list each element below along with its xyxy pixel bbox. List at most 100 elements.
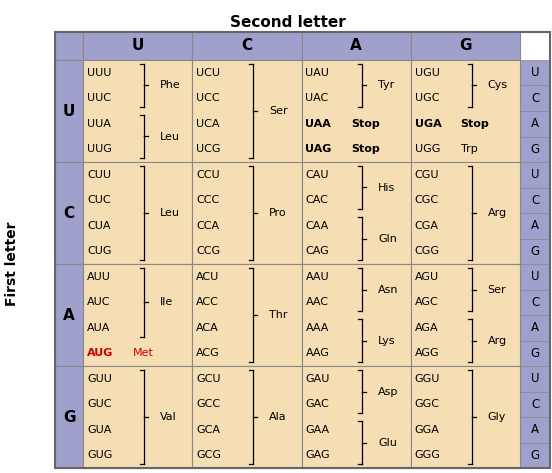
Text: U: U — [131, 38, 144, 53]
Bar — [411, 32, 520, 60]
Bar — [520, 264, 550, 289]
Text: CAA: CAA — [305, 221, 329, 231]
Text: Arg: Arg — [487, 335, 507, 345]
Text: UCU: UCU — [197, 68, 220, 78]
Text: U: U — [531, 66, 539, 79]
Text: Ser: Ser — [487, 284, 506, 295]
Text: AAG: AAG — [305, 348, 330, 358]
Bar — [520, 137, 550, 162]
Bar — [520, 315, 550, 341]
Text: CCC: CCC — [197, 195, 220, 205]
Text: G: G — [459, 38, 471, 53]
Text: UAG: UAG — [305, 144, 332, 154]
Text: Ile: Ile — [160, 297, 173, 307]
Text: GCA: GCA — [197, 425, 220, 435]
Text: AGG: AGG — [415, 348, 439, 358]
Bar — [192, 32, 301, 60]
Text: AAA: AAA — [305, 323, 329, 333]
Text: CCA: CCA — [197, 221, 219, 231]
Text: GAA: GAA — [305, 425, 330, 435]
Text: G: G — [530, 449, 539, 462]
Text: A: A — [531, 321, 539, 334]
Text: GUG: GUG — [87, 450, 113, 460]
Bar — [520, 60, 550, 86]
Bar — [301, 60, 411, 162]
Text: AAU: AAU — [305, 272, 329, 282]
Text: CUC: CUC — [87, 195, 110, 205]
Text: C: C — [531, 92, 539, 105]
Text: ACC: ACC — [197, 297, 219, 307]
Text: UAU: UAU — [305, 68, 330, 78]
Bar — [520, 443, 550, 468]
Text: GGG: GGG — [415, 450, 440, 460]
Text: Phe: Phe — [160, 80, 181, 90]
Text: GUU: GUU — [87, 374, 112, 384]
Text: Stop: Stop — [352, 144, 380, 154]
Text: CGU: CGU — [415, 170, 439, 180]
Text: UUA: UUA — [87, 119, 111, 129]
Bar — [411, 264, 520, 366]
Text: U: U — [63, 104, 75, 119]
Text: GGU: GGU — [415, 374, 440, 384]
Text: Cys: Cys — [487, 80, 508, 90]
Bar — [520, 213, 550, 238]
Text: C: C — [241, 38, 252, 53]
Text: UAC: UAC — [305, 93, 329, 103]
Bar — [411, 162, 520, 264]
Text: UCG: UCG — [197, 144, 221, 154]
Bar — [520, 86, 550, 111]
Text: G: G — [530, 347, 539, 360]
Text: CCG: CCG — [197, 246, 220, 256]
Text: UGC: UGC — [415, 93, 439, 103]
Bar — [55, 366, 83, 468]
Text: CCU: CCU — [197, 170, 220, 180]
Text: C: C — [531, 296, 539, 309]
Text: AGA: AGA — [415, 323, 438, 333]
Text: UGU: UGU — [415, 68, 439, 78]
Text: U: U — [531, 168, 539, 181]
Text: Tyr: Tyr — [378, 80, 395, 90]
Bar — [55, 264, 83, 366]
Text: GCU: GCU — [197, 374, 221, 384]
Text: UAA: UAA — [305, 119, 331, 129]
Text: CAC: CAC — [305, 195, 328, 205]
Text: GUC: GUC — [87, 399, 112, 409]
Bar — [520, 111, 550, 137]
Text: A: A — [63, 307, 75, 323]
Bar — [83, 60, 192, 162]
Bar — [83, 162, 192, 264]
Text: CAG: CAG — [305, 246, 329, 256]
Bar — [83, 264, 192, 366]
Text: A: A — [531, 219, 539, 232]
Text: U: U — [531, 372, 539, 385]
Text: GCC: GCC — [197, 399, 220, 409]
Text: Pro: Pro — [269, 208, 286, 218]
Text: UUC: UUC — [87, 93, 111, 103]
Text: G: G — [530, 245, 539, 258]
Bar — [301, 32, 411, 60]
Bar — [55, 32, 83, 60]
Text: UCA: UCA — [197, 119, 220, 129]
Text: GAG: GAG — [305, 450, 330, 460]
Bar — [55, 60, 83, 162]
Text: AGU: AGU — [415, 272, 439, 282]
Bar — [520, 187, 550, 213]
Text: GCG: GCG — [197, 450, 221, 460]
Bar — [301, 264, 411, 366]
Bar — [520, 392, 550, 417]
Bar — [83, 366, 192, 468]
Text: CGG: CGG — [415, 246, 440, 256]
Text: Gln: Gln — [378, 234, 397, 244]
Text: G: G — [63, 410, 75, 424]
Bar — [520, 162, 550, 187]
Text: AGC: AGC — [415, 297, 438, 307]
Text: UUG: UUG — [87, 144, 112, 154]
Bar — [83, 32, 192, 60]
Text: Ala: Ala — [269, 412, 286, 422]
Text: GUA: GUA — [87, 425, 112, 435]
Text: ACU: ACU — [197, 272, 220, 282]
Text: AUA: AUA — [87, 323, 110, 333]
Text: AUU: AUU — [87, 272, 111, 282]
Text: UUU: UUU — [87, 68, 112, 78]
Text: Thr: Thr — [269, 310, 288, 320]
